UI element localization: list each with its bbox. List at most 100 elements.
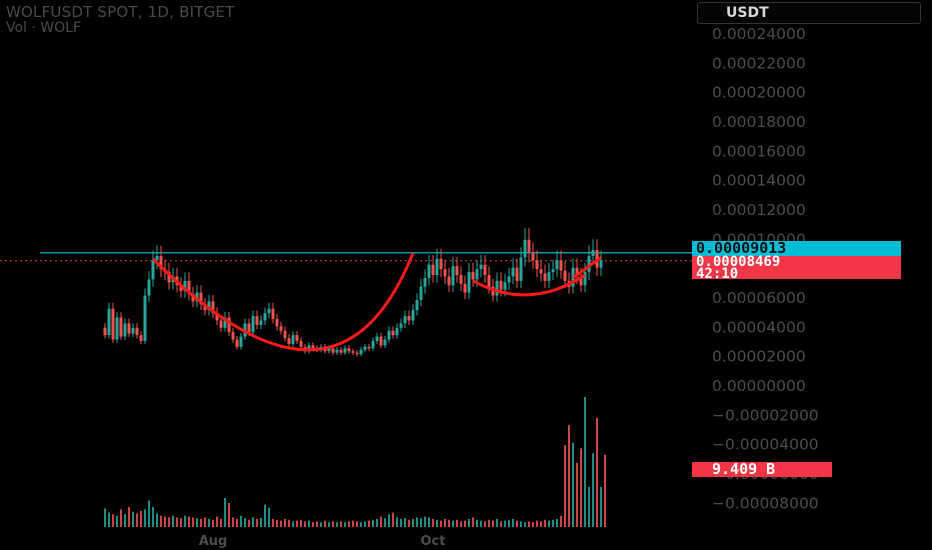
volume-bar bbox=[588, 486, 590, 527]
volume-bar bbox=[592, 453, 594, 527]
volume-bar bbox=[344, 522, 346, 527]
candle-body bbox=[575, 267, 579, 277]
candle-body bbox=[475, 269, 479, 280]
candle-body bbox=[391, 330, 395, 336]
volume-bar bbox=[508, 519, 510, 527]
volume-bar bbox=[480, 520, 482, 527]
volume-bar bbox=[272, 518, 274, 527]
volume-bar bbox=[348, 521, 350, 527]
candle-body bbox=[235, 339, 239, 347]
volume-bar bbox=[300, 519, 302, 527]
volume-bar bbox=[212, 519, 214, 527]
candle-body bbox=[159, 255, 163, 270]
candle-body bbox=[155, 255, 159, 261]
volume-bar bbox=[408, 519, 410, 527]
volume-indicator-label[interactable]: Vol · WOLF bbox=[6, 20, 82, 36]
y-tick-label: −0.00004000 bbox=[712, 436, 819, 454]
candle-body bbox=[259, 320, 263, 325]
candle-body bbox=[183, 280, 187, 292]
volume-bar bbox=[556, 518, 558, 527]
volume-bar bbox=[388, 514, 390, 527]
volume-bar bbox=[528, 521, 530, 527]
volume-bar bbox=[144, 509, 146, 527]
volume-bar bbox=[180, 518, 182, 527]
volume-bar bbox=[132, 511, 134, 527]
candle-body bbox=[447, 276, 451, 286]
candle-body bbox=[283, 330, 287, 339]
y-tick-label: −0.00002000 bbox=[712, 406, 819, 424]
volume-bar bbox=[160, 515, 162, 527]
candle-body bbox=[215, 313, 219, 321]
volume-bar bbox=[308, 520, 310, 527]
candle-body bbox=[367, 346, 371, 349]
x-tick-label: Aug bbox=[199, 534, 228, 549]
candle-body bbox=[143, 295, 147, 341]
volume-bar bbox=[148, 500, 150, 527]
candle-body bbox=[271, 308, 275, 319]
volume-bar bbox=[456, 519, 458, 527]
y-tick-label: 0.00002000 bbox=[712, 348, 806, 366]
candle-body bbox=[519, 257, 523, 281]
volume-bar bbox=[136, 513, 138, 527]
last-price-value: 0.00008469 bbox=[696, 254, 781, 270]
candle-body bbox=[131, 327, 135, 334]
volume-bar bbox=[452, 520, 454, 527]
candle-body bbox=[523, 239, 527, 258]
volume-bar bbox=[536, 520, 538, 527]
volume-bar bbox=[112, 514, 114, 527]
volume-bar bbox=[120, 509, 122, 527]
candle-body bbox=[579, 276, 583, 286]
volume-bar bbox=[448, 519, 450, 527]
volume-bar bbox=[544, 519, 546, 527]
handle-curve[interactable] bbox=[472, 273, 586, 297]
y-tick-label: 0.00000000 bbox=[712, 377, 806, 395]
volume-bar bbox=[332, 521, 334, 527]
y-tick-label: 0.00018000 bbox=[712, 113, 806, 131]
volume-bar bbox=[432, 518, 434, 527]
volume-bar bbox=[360, 522, 362, 527]
volume-bar bbox=[604, 454, 606, 527]
candle-body bbox=[151, 260, 155, 280]
volume-bar bbox=[340, 521, 342, 527]
level-price-badge: 0.00009013 bbox=[692, 241, 901, 256]
candle-body bbox=[111, 308, 115, 340]
candle-body bbox=[467, 272, 471, 293]
candle-body bbox=[499, 280, 503, 290]
volume-bar bbox=[572, 442, 574, 527]
currency-button[interactable]: USDT bbox=[697, 2, 921, 24]
volume-bar bbox=[540, 521, 542, 527]
cup-and-handle-drawing[interactable] bbox=[151, 252, 602, 352]
volume-bar bbox=[476, 519, 478, 527]
candle-body bbox=[103, 327, 107, 336]
candle-body bbox=[311, 345, 315, 349]
candle-body bbox=[247, 323, 251, 333]
volume-bar bbox=[200, 518, 202, 527]
volume-bar bbox=[464, 520, 466, 527]
candle-body bbox=[263, 313, 267, 321]
volume-bar bbox=[156, 513, 158, 527]
candle-body bbox=[583, 272, 587, 286]
candle-body bbox=[335, 349, 339, 353]
candle-body bbox=[239, 336, 243, 347]
cup-curve[interactable] bbox=[151, 252, 415, 352]
volume-bar bbox=[152, 506, 154, 527]
volume-bar bbox=[204, 517, 206, 527]
volume-bar bbox=[468, 518, 470, 527]
candle-body bbox=[355, 352, 359, 355]
volume-bar bbox=[104, 508, 106, 527]
breakout-line[interactable] bbox=[572, 256, 602, 280]
volume-bar bbox=[244, 518, 246, 527]
candle-body bbox=[107, 308, 111, 336]
candle-body bbox=[123, 323, 127, 337]
candle-body bbox=[351, 351, 355, 353]
candle-body bbox=[299, 341, 303, 347]
candle-body bbox=[347, 348, 351, 352]
candle-body bbox=[199, 292, 203, 305]
candle-body bbox=[255, 316, 259, 325]
candle-body bbox=[147, 279, 151, 296]
symbol-title[interactable]: WOLFUSDT SPOT, 1D, BITGET bbox=[6, 3, 235, 21]
volume-bar bbox=[292, 521, 294, 527]
volume-bar bbox=[280, 520, 282, 527]
volume-bar bbox=[296, 520, 298, 527]
volume-bar bbox=[256, 518, 258, 527]
